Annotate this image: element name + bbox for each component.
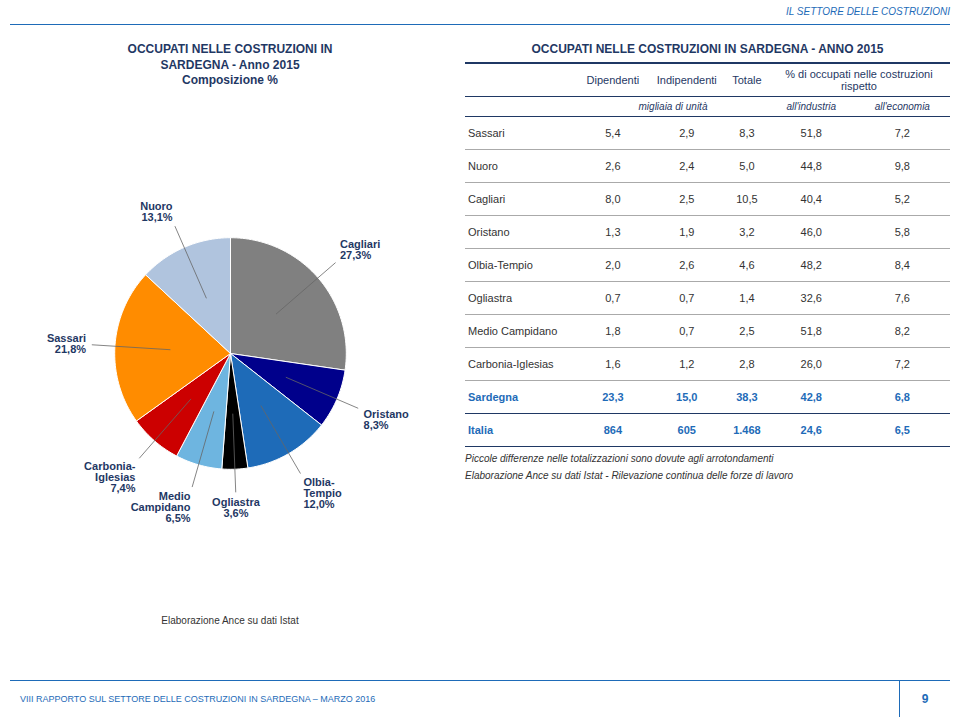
html-text:5,0: 5,0 — [739, 160, 755, 172]
html-text:Oristano: Oristano — [468, 226, 510, 238]
html-text:all'industria: all'industria — [786, 101, 837, 112]
html-text:2,4: 2,4 — [679, 160, 695, 172]
html-text:0,7: 0,7 — [605, 292, 621, 304]
html-text:44,8: 44,8 — [800, 160, 822, 172]
html-text:15,0: 15,0 — [676, 391, 698, 403]
html-text:6,5: 6,5 — [894, 424, 910, 436]
html-text:51,8: 51,8 — [800, 325, 822, 337]
html-text:42,8: 42,8 — [800, 391, 822, 403]
html-text:Olbia-Tempio: Olbia-Tempio — [468, 259, 533, 271]
html-text:6,8: 6,8 — [894, 391, 910, 403]
html-text:8,2: 8,2 — [894, 325, 910, 337]
html-text:9,8: 9,8 — [894, 160, 910, 172]
html-text:IL SETTORE DELLE COSTRUZIONI: IL SETTORE DELLE COSTRUZIONI — [785, 6, 950, 17]
html-text:Elaborazione Ance su dati Ista: Elaborazione Ance su dati Istat — [161, 614, 299, 626]
svg-text:Olbia-Tempio12,0%: Olbia-Tempio12,0% — [303, 476, 342, 510]
html-text:26,0: 26,0 — [800, 358, 822, 370]
html-text:1,3: 1,3 — [605, 226, 621, 238]
html-text:9: 9 — [921, 692, 929, 706]
html-text:Cagliari: Cagliari — [468, 193, 506, 205]
html-text:5,2: 5,2 — [894, 193, 910, 205]
html-text:8,3: 8,3 — [739, 127, 755, 139]
html-text:1.468: 1.468 — [733, 424, 761, 436]
html-text:2,9: 2,9 — [679, 127, 695, 139]
html-text:0,7: 0,7 — [679, 325, 695, 337]
html-text:2,5: 2,5 — [739, 325, 755, 337]
html-text:38,3: 38,3 — [736, 391, 758, 403]
html-text:4,6: 4,6 — [739, 259, 755, 271]
svg-text:MedioCampidano6,5%: MedioCampidano6,5% — [131, 490, 191, 524]
svg-text:Cagliari27,3%: Cagliari27,3% — [340, 238, 380, 261]
html-text:10,5: 10,5 — [736, 193, 758, 205]
svg-text:Carbonia-Iglesias7,4%: Carbonia-Iglesias7,4% — [84, 460, 136, 494]
html-text:Italia: Italia — [468, 424, 494, 436]
html-text:605: 605 — [677, 424, 696, 436]
html-text:OCCUPATI NELLE COSTRUZIONI IN: OCCUPATI NELLE COSTRUZIONI IN SARDEGNA -… — [531, 42, 884, 56]
html-text:3,2: 3,2 — [739, 226, 755, 238]
html-text:46,0: 46,0 — [800, 226, 822, 238]
svg-text:Oristano8,3%: Oristano8,3% — [364, 408, 410, 431]
html-text:all'economia: all'economia — [874, 101, 930, 112]
html-text:1,4: 1,4 — [739, 292, 755, 304]
html-text:Piccole differenze nelle total: Piccole differenze nelle totalizzazioni … — [465, 453, 774, 464]
html-text:5,8: 5,8 — [894, 226, 910, 238]
html-text:2,8: 2,8 — [739, 358, 755, 370]
html-text:0,7: 0,7 — [679, 292, 695, 304]
html-text:8,4: 8,4 — [894, 259, 910, 271]
svg-text:Nuoro13,1%: Nuoro13,1% — [140, 200, 173, 223]
html-text:Sardegna: Sardegna — [468, 391, 519, 403]
html-text:48,2: 48,2 — [800, 259, 822, 271]
html-text:51,8: 51,8 — [800, 127, 822, 139]
html-text:OCCUPATI NELLE COSTRUZIONI IN: OCCUPATI NELLE COSTRUZIONI IN SARDEGNA -… — [127, 42, 333, 88]
html-text:2,5: 2,5 — [679, 193, 695, 205]
html-text:2,6: 2,6 — [605, 160, 621, 172]
html-text:23,3: 23,3 — [602, 391, 624, 403]
html-text:Elaborazione Ance su dati Ista: Elaborazione Ance su dati Istat - Rileva… — [465, 470, 794, 481]
html-text:24,6: 24,6 — [800, 424, 822, 436]
html-text:1,2: 1,2 — [679, 358, 695, 370]
svg-text:Sassari21,8%: Sassari21,8% — [47, 332, 86, 355]
html-text:32,6: 32,6 — [800, 292, 822, 304]
html-text:1,6: 1,6 — [605, 358, 621, 370]
html-text:7,2: 7,2 — [894, 358, 910, 370]
html-text:Nuoro: Nuoro — [468, 160, 498, 172]
html-text:% di occupati nelle costruzion: % di occupati nelle costruzioni rispetto — [785, 68, 933, 92]
html-text:Dipendenti: Dipendenti — [586, 74, 640, 86]
svg-text:Ogliastra3,6%: Ogliastra3,6% — [212, 496, 261, 519]
html-text:Totale: Totale — [732, 74, 762, 86]
html-text:864: 864 — [603, 424, 623, 436]
html-text:7,2: 7,2 — [894, 127, 910, 139]
html-text:2,0: 2,0 — [605, 259, 621, 271]
html-text:1,8: 1,8 — [605, 325, 621, 337]
html-text:Indipendenti: Indipendenti — [656, 74, 717, 86]
html-text:Ogliastra: Ogliastra — [468, 292, 512, 304]
html-text:1,9: 1,9 — [679, 226, 695, 238]
html-text:migliaia di unità: migliaia di unità — [638, 101, 708, 112]
html-text:5,4: 5,4 — [605, 127, 621, 139]
html-text:8,0: 8,0 — [605, 193, 621, 205]
html-text:VIII RAPPORTO SUL SETTORE DELL: VIII RAPPORTO SUL SETTORE DELLE COSTRUZI… — [20, 694, 376, 704]
html-text:Medio Campidano: Medio Campidano — [468, 325, 558, 337]
html-text:40,4: 40,4 — [800, 193, 822, 205]
html-text:Sassari: Sassari — [468, 127, 505, 139]
html-text:7,6: 7,6 — [894, 292, 910, 304]
html-text:Carbonia-Iglesias: Carbonia-Iglesias — [468, 358, 554, 370]
html-text:2,6: 2,6 — [679, 259, 695, 271]
